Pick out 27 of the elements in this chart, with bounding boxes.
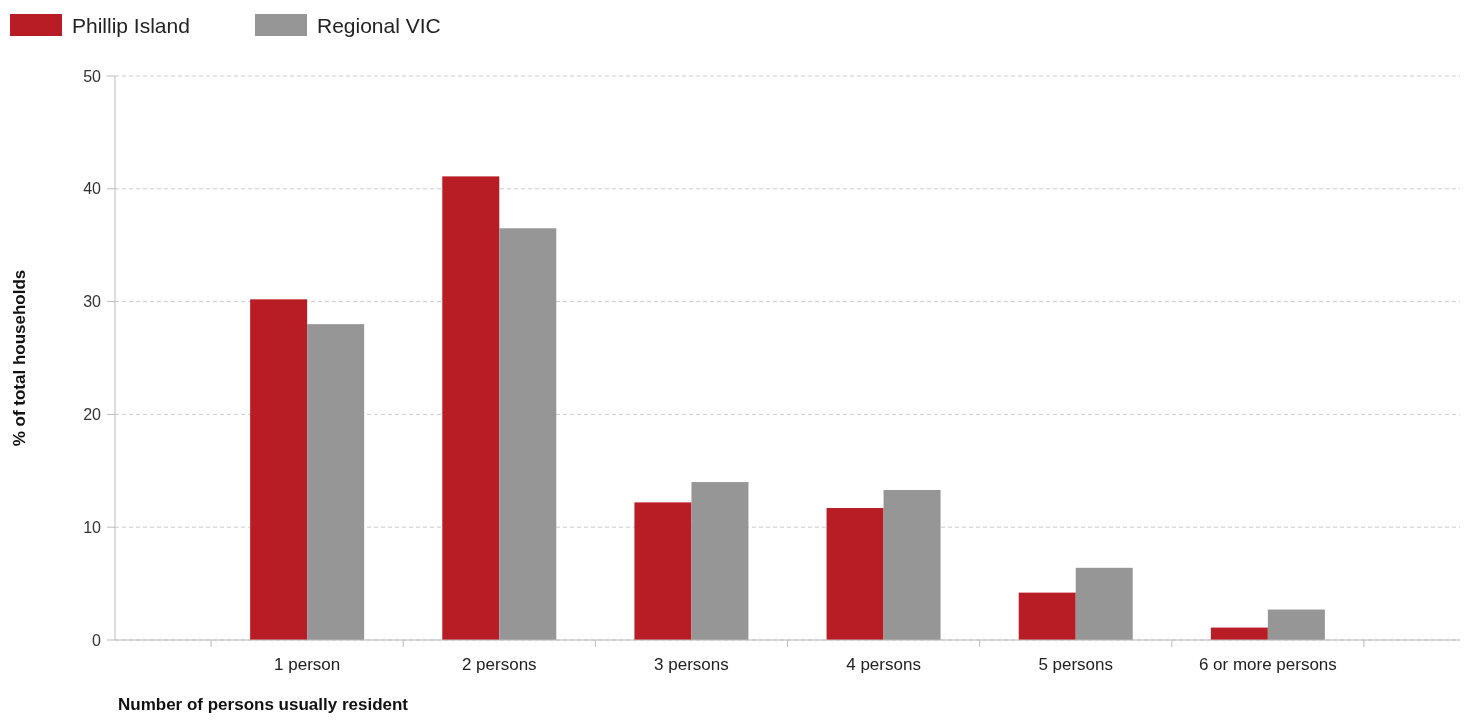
x-tick-label: 6 or more persons bbox=[1198, 655, 1337, 674]
bar bbox=[883, 489, 941, 640]
x-tick-label: 1 person bbox=[274, 655, 341, 674]
legend-label: Phillip Island bbox=[72, 14, 190, 37]
bar bbox=[250, 299, 308, 640]
bar bbox=[634, 502, 692, 640]
x-tick-label: 5 persons bbox=[1038, 655, 1114, 674]
legend-label: Regional VIC bbox=[317, 14, 441, 37]
bar bbox=[307, 324, 365, 640]
x-tick-label: 3 persons bbox=[654, 655, 729, 674]
x-tick-label: 2 persons bbox=[461, 655, 537, 674]
x-axis-title: Number of persons usually resident bbox=[118, 695, 409, 714]
bar bbox=[442, 176, 500, 640]
bar bbox=[1018, 592, 1076, 640]
y-tick-label: 40 bbox=[83, 180, 102, 198]
y-tick-label: 30 bbox=[83, 293, 102, 311]
bar bbox=[1267, 609, 1325, 640]
bar bbox=[826, 508, 884, 640]
x-tick-label: 4 persons bbox=[846, 655, 921, 674]
bar bbox=[499, 228, 557, 640]
bar bbox=[1075, 567, 1133, 640]
y-tick-label: 10 bbox=[83, 518, 102, 536]
y-tick-label: 50 bbox=[83, 67, 102, 85]
y-axis-title: % of total households bbox=[10, 269, 29, 447]
y-tick-label: 0 bbox=[92, 631, 102, 649]
y-tick-label: 20 bbox=[83, 406, 102, 423]
bar bbox=[691, 482, 749, 640]
